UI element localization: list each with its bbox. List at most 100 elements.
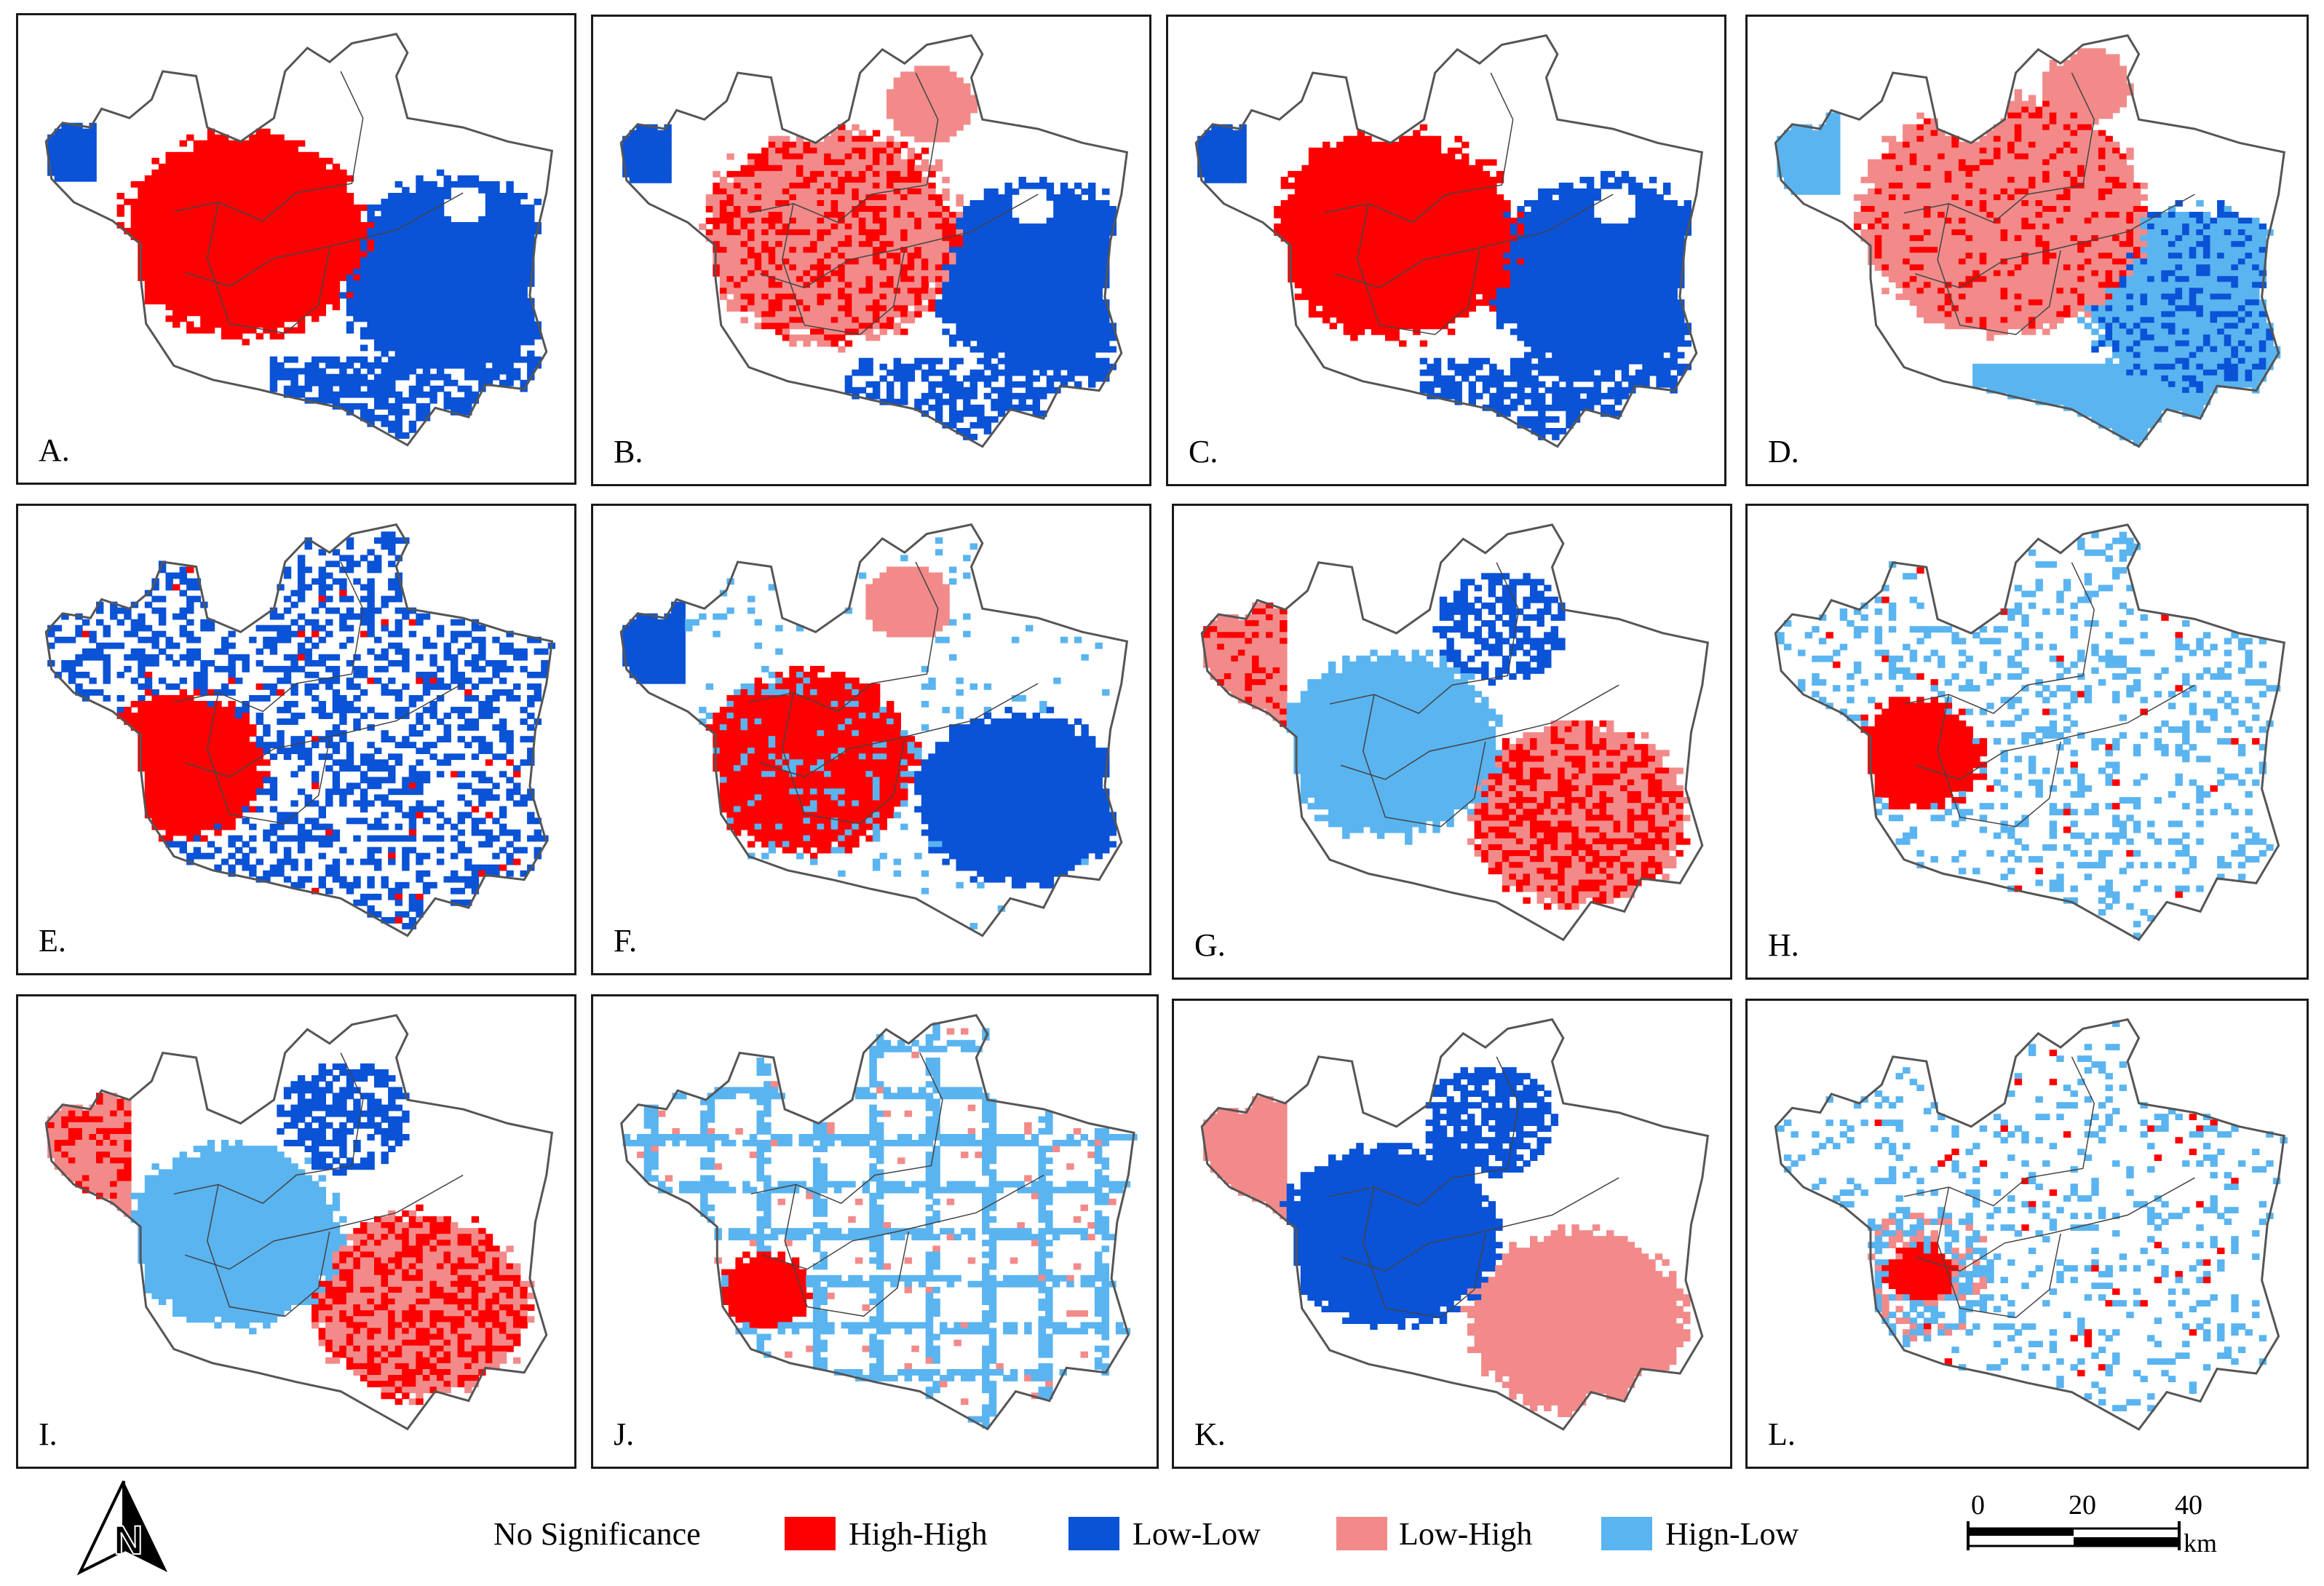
- map-cell: [1088, 258, 1096, 265]
- map-cell: [151, 228, 159, 234]
- map-cell: [1649, 200, 1657, 207]
- map-cell: [381, 321, 389, 328]
- map-cell: [221, 321, 229, 328]
- map-cell: [367, 269, 375, 276]
- map-cell: [1053, 258, 1061, 265]
- map-cell: [269, 263, 278, 270]
- map-cell: [290, 292, 298, 299]
- map-cell: [1039, 392, 1047, 400]
- map-cell: [1197, 153, 1205, 160]
- map-cell: [374, 403, 382, 410]
- map-cell: [1081, 322, 1089, 330]
- map-cell: [817, 218, 825, 224]
- map-cell: [754, 229, 762, 236]
- map-cell: [249, 321, 257, 328]
- map-cell: [471, 333, 480, 340]
- map-cell: [478, 228, 486, 234]
- map-cell: [838, 334, 846, 341]
- map-cell: [429, 274, 437, 282]
- map-cell: [983, 258, 992, 265]
- map-cell: [1572, 223, 1581, 230]
- map-cell: [1482, 182, 1491, 189]
- map-cell: [914, 293, 922, 301]
- map-cell: [1566, 200, 1574, 207]
- map-cell: [1004, 404, 1012, 411]
- map-cell: [492, 222, 500, 229]
- map-cell: [193, 157, 202, 164]
- map-cell: [810, 212, 818, 218]
- map-cell: [928, 164, 936, 172]
- map-cell: [443, 175, 451, 182]
- map-cell: [942, 317, 950, 324]
- map-cell: [242, 263, 250, 270]
- map-cell: [269, 368, 278, 375]
- map-cell: [1308, 147, 1317, 154]
- map-cell: [1088, 293, 1096, 301]
- map-cell: [740, 212, 748, 218]
- map-cell: [650, 159, 658, 166]
- map-cell: [381, 263, 389, 270]
- map-cell: [332, 222, 341, 229]
- map-cell: [740, 176, 748, 183]
- map-cell: [1503, 241, 1511, 247]
- map-cell: [1004, 276, 1012, 283]
- map-cell: [235, 315, 243, 322]
- map-cell: [1433, 164, 1442, 172]
- map-cell: [928, 200, 936, 207]
- map-cell: [830, 264, 838, 271]
- map-cell: [657, 130, 665, 137]
- map-cell: [914, 229, 922, 236]
- map-cell: [172, 274, 181, 282]
- map-cell: [527, 321, 535, 328]
- map-cell: [1510, 247, 1518, 253]
- map-cell: [269, 298, 278, 305]
- map-cell: [1095, 317, 1103, 324]
- map-cell: [297, 251, 306, 258]
- map-cell: [1011, 369, 1020, 376]
- map-cell: [768, 282, 777, 289]
- map-cell: [527, 304, 535, 311]
- map-cell: [255, 245, 263, 252]
- map-cell: [733, 200, 742, 207]
- map-cell: [457, 327, 465, 334]
- map-cell: [900, 182, 908, 189]
- map-cell: [312, 181, 320, 188]
- map-cell: [782, 253, 790, 259]
- map-cell: [935, 118, 943, 125]
- map-cell: [789, 253, 797, 259]
- map-cell: [1462, 182, 1470, 189]
- map-cell: [263, 286, 271, 293]
- map-cell: [991, 375, 999, 382]
- map-cell: [977, 421, 985, 429]
- map-cell: [443, 373, 451, 381]
- map-cell: [242, 321, 250, 328]
- map-cell: [158, 298, 167, 305]
- map-cell: [499, 199, 507, 205]
- map-cell: [1046, 247, 1055, 253]
- map-cell: [789, 322, 797, 330]
- map-cell: [740, 293, 748, 301]
- map-cell: [332, 263, 341, 270]
- map-cell: [949, 317, 957, 324]
- map-cell: [1663, 182, 1671, 189]
- map-cell: [1329, 182, 1337, 189]
- map-cell: [242, 269, 250, 276]
- map-cell: [726, 288, 734, 295]
- map-cell: [388, 205, 396, 211]
- map-cell: [242, 280, 250, 288]
- map-cell: [172, 280, 181, 288]
- map-cell: [983, 235, 992, 242]
- map-cell: [1544, 218, 1552, 224]
- map-cell: [969, 322, 977, 330]
- map-cell: [346, 175, 354, 182]
- map-cell: [228, 263, 236, 270]
- map-cell: [1392, 218, 1400, 224]
- map-cell: [740, 229, 748, 236]
- map-cell: [1067, 253, 1075, 259]
- map-cell: [726, 153, 734, 160]
- map-cell: [255, 151, 263, 159]
- map-cell: [200, 186, 208, 194]
- map-cell: [1211, 124, 1219, 131]
- map-cell: [1572, 200, 1581, 207]
- map-cell: [719, 229, 728, 236]
